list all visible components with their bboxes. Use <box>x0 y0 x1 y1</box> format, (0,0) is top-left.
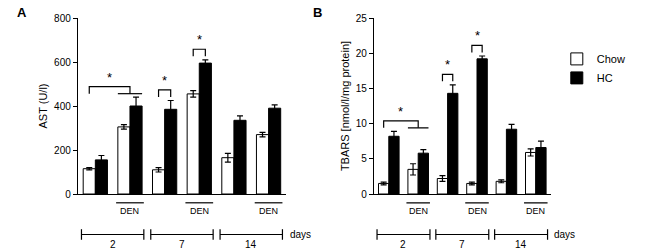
svg-text:DEN: DEN <box>120 206 139 216</box>
svg-text:*: * <box>398 104 403 119</box>
svg-text:25: 25 <box>356 13 368 24</box>
svg-text:7: 7 <box>459 239 465 250</box>
svg-text:TBARS [nmol/l/mg protein]: TBARS [nmol/l/mg protein] <box>339 41 351 171</box>
svg-text:2: 2 <box>110 239 116 250</box>
svg-text:*: * <box>475 28 480 43</box>
svg-text:days: days <box>290 229 311 240</box>
svg-text:15: 15 <box>356 83 368 94</box>
svg-text:800: 800 <box>54 13 71 24</box>
svg-text:10: 10 <box>356 118 368 129</box>
svg-text:5: 5 <box>361 153 367 164</box>
svg-text:AST (U/l): AST (U/l) <box>37 83 49 128</box>
svg-text:2: 2 <box>400 239 406 250</box>
svg-text:0: 0 <box>65 189 71 200</box>
svg-text:*: * <box>162 73 167 88</box>
svg-text:0: 0 <box>361 189 367 200</box>
svg-text:7: 7 <box>179 239 185 250</box>
svg-text:600: 600 <box>54 57 71 68</box>
svg-text:Chow: Chow <box>597 53 625 65</box>
svg-text:B: B <box>313 5 322 20</box>
svg-text:400: 400 <box>54 101 71 112</box>
svg-text:DEN: DEN <box>409 206 428 216</box>
svg-text:DEN: DEN <box>468 206 487 216</box>
svg-text:days: days <box>554 229 575 240</box>
svg-text:20: 20 <box>356 48 368 59</box>
svg-text:DEN: DEN <box>259 206 278 216</box>
svg-text:200: 200 <box>54 145 71 156</box>
svg-text:14: 14 <box>515 239 527 250</box>
svg-text:*: * <box>445 57 450 72</box>
svg-text:DEN: DEN <box>190 206 209 216</box>
svg-text:*: * <box>107 70 112 85</box>
svg-text:A: A <box>17 5 27 20</box>
svg-text:HC: HC <box>597 72 613 84</box>
svg-text:*: * <box>197 32 202 47</box>
svg-text:14: 14 <box>245 239 257 250</box>
svg-text:DEN: DEN <box>526 206 545 216</box>
